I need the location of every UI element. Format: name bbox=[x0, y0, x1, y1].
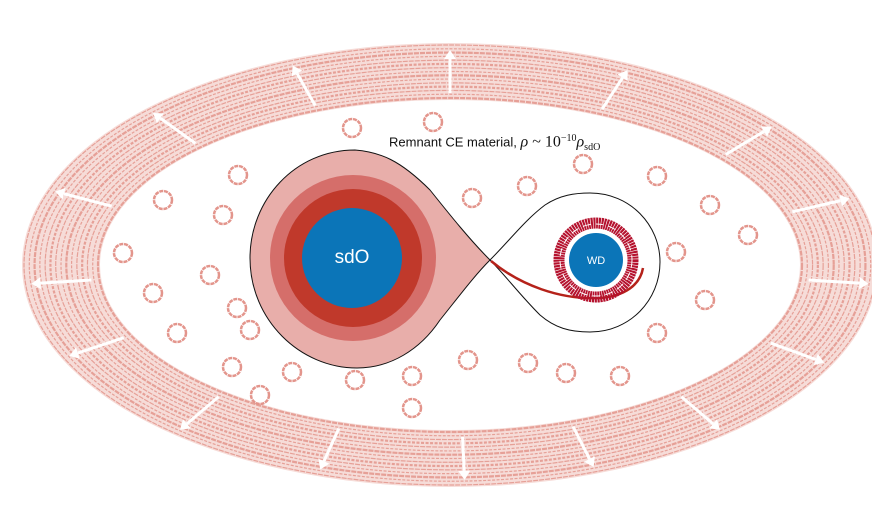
outflow-arrow-head bbox=[709, 419, 720, 430]
outflow-arrow-shaft bbox=[63, 192, 113, 208]
remnant-clumps bbox=[112, 111, 759, 419]
remnant-clump bbox=[281, 361, 303, 383]
outflow-arrow-shaft bbox=[40, 278, 92, 285]
outflow-arrow-head bbox=[760, 126, 772, 137]
remnant-clump bbox=[199, 264, 221, 286]
rho-symbol: ρ bbox=[520, 133, 529, 151]
rho-sdO-symbol: ρ bbox=[576, 133, 585, 151]
remnant-clump bbox=[457, 349, 479, 371]
sdO-star bbox=[302, 208, 402, 308]
outflow-arrow-head bbox=[69, 347, 80, 359]
outflow-arrow-shaft bbox=[571, 425, 591, 460]
roche-lobe-WD bbox=[489, 192, 661, 333]
outflow-arrows bbox=[31, 50, 869, 480]
remnant-clump bbox=[221, 356, 243, 378]
outflow-arrow-head bbox=[444, 50, 456, 59]
mass-transfer-stream bbox=[490, 260, 645, 300]
remnant-clump bbox=[646, 322, 668, 344]
outflow-arrow-shaft bbox=[725, 130, 765, 156]
outflow-arrow-shaft bbox=[461, 436, 466, 471]
outflow-arrow-head bbox=[291, 65, 303, 77]
outflow-arrow-shaft bbox=[159, 116, 197, 145]
remnant-clump bbox=[609, 365, 631, 387]
remnant-clump bbox=[422, 111, 444, 133]
outflow-arrow-shaft bbox=[77, 336, 125, 355]
outflow-arrow-head bbox=[31, 277, 41, 290]
rho-subscript: sdO bbox=[584, 141, 601, 153]
outflow-arrow-head bbox=[617, 70, 628, 81]
outflow-arrow-shaft bbox=[322, 427, 341, 462]
remnant-clump bbox=[555, 362, 577, 384]
outflow-arrow-head bbox=[55, 187, 66, 200]
roche-lobe-sdO bbox=[249, 149, 491, 369]
remnant-clump bbox=[517, 352, 539, 374]
remnant-clump bbox=[401, 365, 423, 387]
remnant-clump bbox=[341, 117, 363, 139]
shell-layer bbox=[23, 44, 872, 486]
accretion-disk bbox=[553, 217, 639, 303]
outflow-arrow-head bbox=[859, 277, 869, 290]
outflow-arrow-head bbox=[180, 419, 191, 430]
outflow-arrow-shaft bbox=[792, 199, 842, 214]
shell-layer bbox=[28, 48, 872, 482]
WD-star bbox=[569, 233, 623, 287]
remnant-clump bbox=[516, 175, 538, 197]
annotation-text: Remnant CE material, bbox=[389, 134, 521, 150]
remnant-clump bbox=[249, 384, 271, 406]
outflow-arrow-head bbox=[318, 458, 330, 470]
WD-label: WD bbox=[586, 255, 606, 267]
outflow-arrow-head bbox=[458, 470, 471, 480]
power-base: 10 bbox=[544, 133, 561, 151]
outflow-arrow-head bbox=[153, 112, 164, 124]
shell-layer bbox=[33, 51, 867, 479]
remnant-clump bbox=[665, 241, 687, 263]
sim-symbol: ~ bbox=[528, 133, 545, 151]
outflow-arrow-shaft bbox=[808, 278, 860, 285]
remnant-clump bbox=[166, 322, 188, 344]
shell-layer bbox=[92, 93, 808, 437]
sdO-label: sdO bbox=[334, 247, 370, 268]
remnant-clump bbox=[142, 282, 164, 304]
outflow-arrow-head bbox=[584, 456, 595, 468]
remnant-material-annotation: Remnant CE material, ρ ~ 10−10ρsdO bbox=[389, 133, 600, 153]
remnant-clump bbox=[646, 165, 668, 187]
remnant-clump bbox=[226, 297, 248, 319]
outflow-arrow-shaft bbox=[185, 395, 220, 425]
remnant-clump bbox=[212, 204, 234, 226]
remnant-clump bbox=[737, 224, 759, 246]
remnant-clump bbox=[572, 153, 594, 175]
remnant-clump bbox=[152, 189, 174, 211]
remnant-clump bbox=[227, 164, 249, 186]
remnant-clump bbox=[344, 369, 366, 391]
remnant-clump bbox=[699, 194, 721, 216]
remnant-clump bbox=[461, 187, 483, 209]
remnant-clump bbox=[112, 242, 134, 264]
outflow-arrow-shaft bbox=[295, 72, 317, 107]
remnant-clump bbox=[239, 319, 261, 341]
outflow-arrow-shaft bbox=[770, 341, 817, 361]
outflow-arrow-head bbox=[813, 353, 825, 366]
remnant-clump bbox=[401, 397, 423, 419]
shell-layer bbox=[96, 96, 804, 434]
outflow-arrow-head bbox=[839, 194, 850, 207]
accretion-disk-gap bbox=[559, 223, 633, 297]
outflow-arrow-shaft bbox=[600, 76, 624, 110]
power-exponent: −10 bbox=[560, 133, 577, 144]
outflow-arrow-shaft bbox=[680, 395, 715, 425]
remnant-clump bbox=[694, 289, 716, 311]
